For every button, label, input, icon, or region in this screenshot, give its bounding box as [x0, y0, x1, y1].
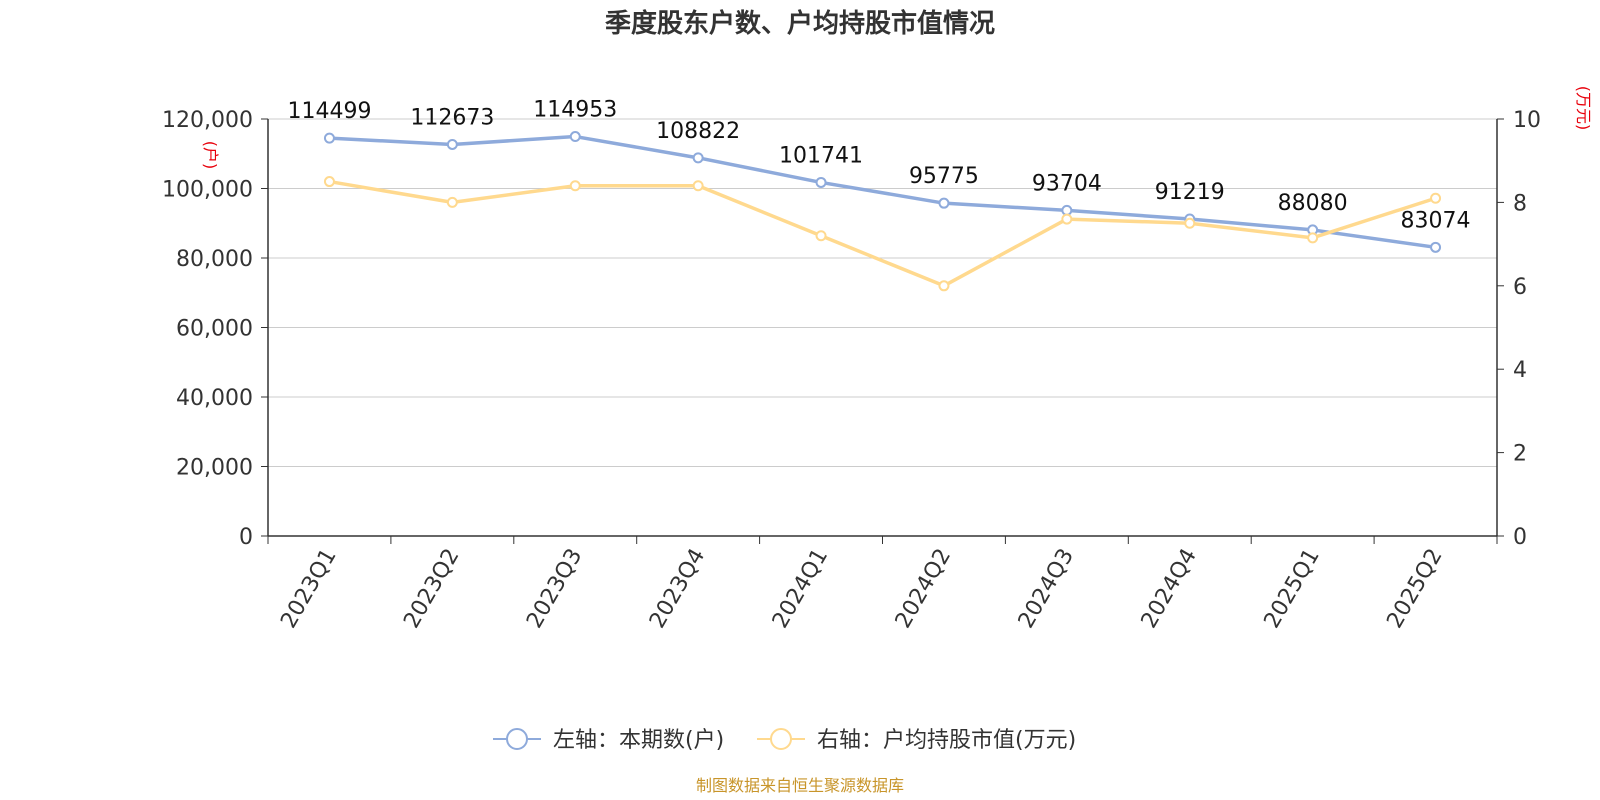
right-axis-tick-label: 4	[1513, 358, 1527, 383]
legend[interactable]: 左轴：本期数(户) 右轴：户均持股市值(万元)	[493, 728, 1076, 753]
left-axis-tick-label: 0	[239, 525, 253, 550]
holders-count-point	[938, 197, 950, 209]
chart-title: 季度股东户数、户均持股市值情况	[605, 8, 995, 39]
x-axis-tick-label: 2023Q4	[645, 545, 710, 633]
avg-market-value-point	[1184, 217, 1196, 229]
avg-market-value-point	[938, 280, 950, 292]
avg-market-value-point	[446, 196, 458, 208]
x-axis-tick-label: 2023Q1	[276, 545, 341, 633]
holders-count-point	[323, 132, 335, 144]
data-label: 95775	[909, 164, 979, 189]
data-label: 88080	[1278, 191, 1348, 216]
legend-item-right[interactable]: 右轴：户均持股市值(万元)	[757, 728, 1076, 753]
holders-count-point	[569, 131, 581, 143]
right-axis-tick-label: 0	[1513, 525, 1527, 550]
x-axis-tick-label: 2023Q2	[399, 545, 464, 633]
data-label: 114499	[287, 99, 371, 124]
holders-count-line	[329, 134, 1436, 250]
left-axis-tick-label: 80,000	[176, 247, 253, 272]
left-axis-tick-label: 120,000	[162, 108, 253, 133]
avg-market-value-point	[1061, 213, 1073, 225]
legend-marker-right	[770, 728, 792, 750]
legend-label-right: 右轴：户均持股市值(万元)	[817, 728, 1076, 753]
right-axis-tick-label: 8	[1513, 191, 1527, 216]
holders-count-point	[1061, 204, 1073, 216]
data-label: 91219	[1155, 180, 1225, 205]
legend-item-left[interactable]: 左轴：本期数(户)	[493, 728, 724, 753]
avg-market-value-point	[569, 180, 581, 192]
grid-lines	[268, 118, 1497, 467]
data-label: 112673	[410, 105, 494, 130]
avg-market-value-point	[1307, 232, 1319, 244]
left-axis-tick-label: 60,000	[176, 317, 253, 342]
data-label: 101741	[779, 143, 863, 168]
right-axis-unit: (万元)	[1574, 86, 1593, 131]
avg-market-value-point	[692, 180, 704, 192]
holders-count-point	[692, 152, 704, 164]
x-axis-tick-label: 2024Q4	[1137, 545, 1202, 633]
right-axis-tick-label: 6	[1513, 275, 1527, 300]
holders-count-point	[446, 138, 458, 150]
data-label: 108822	[656, 119, 740, 144]
legend-marker-left	[506, 728, 528, 750]
x-axis-tick-label: 2024Q1	[768, 545, 833, 633]
data-source-note: 制图数据来自恒生聚源数据库	[696, 776, 904, 795]
x-axis-tick-label: 2023Q3	[522, 545, 587, 633]
legend-label-left: 左轴：本期数(户)	[553, 728, 724, 753]
left-axis-unit: (户)	[201, 141, 220, 170]
x-axis-tick-label: 2024Q2	[891, 544, 956, 632]
avg-market-value-point	[815, 230, 827, 242]
holders-count-point	[1430, 241, 1442, 253]
data-label: 93704	[1032, 171, 1102, 196]
x-axis-tick-label: 2024Q3	[1014, 545, 1079, 633]
x-axis-tick-label: 2025Q2	[1382, 545, 1447, 633]
series-layer: 114499 112673 114953 108822 101741 95775 93704…	[287, 98, 1471, 292]
left-axis-tick-label: 40,000	[176, 386, 253, 411]
x-axis-tick-label: 2025Q1	[1260, 545, 1325, 633]
avg-market-value-point	[323, 176, 335, 188]
right-axis-tick-label: 10	[1513, 108, 1541, 133]
avg-market-value-point	[1430, 192, 1442, 204]
data-label: 114953	[533, 98, 617, 123]
holders-count-point	[815, 176, 827, 188]
avg-market-value-line	[329, 179, 1437, 288]
left-axis-tick-label: 100,000	[162, 178, 253, 203]
left-axis-tick-label: 20,000	[176, 456, 253, 481]
right-axis-tick-label: 2	[1513, 442, 1527, 467]
data-label: 83074	[1401, 208, 1471, 233]
